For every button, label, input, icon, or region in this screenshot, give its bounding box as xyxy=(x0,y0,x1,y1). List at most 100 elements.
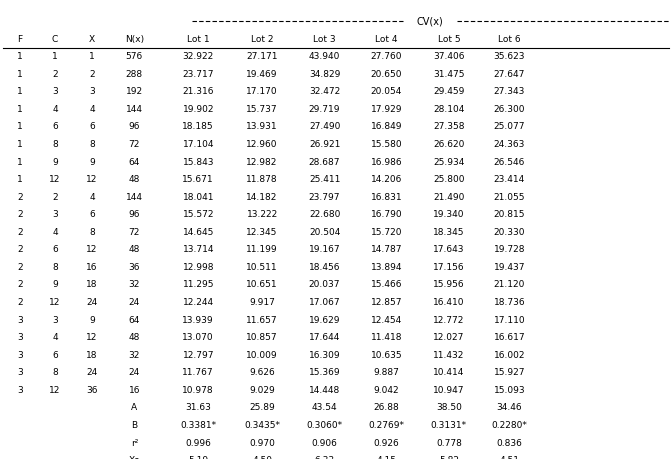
Text: 2: 2 xyxy=(17,263,23,272)
Text: 6: 6 xyxy=(52,351,58,360)
Text: 4.50: 4.50 xyxy=(252,456,272,459)
Text: 35.623: 35.623 xyxy=(494,52,525,61)
Text: 29.719: 29.719 xyxy=(309,105,340,114)
Text: 16.849: 16.849 xyxy=(371,123,402,131)
Text: 19.340: 19.340 xyxy=(433,210,464,219)
Text: 11.199: 11.199 xyxy=(246,246,278,254)
Text: 16.309: 16.309 xyxy=(308,351,341,360)
Text: 20.037: 20.037 xyxy=(309,280,340,290)
Text: 0.970: 0.970 xyxy=(249,439,275,448)
Text: Xo: Xo xyxy=(128,456,140,459)
Text: 34.46: 34.46 xyxy=(497,403,522,413)
Text: 43.54: 43.54 xyxy=(312,403,337,413)
Text: A: A xyxy=(131,403,138,413)
Text: 24: 24 xyxy=(129,298,140,307)
Text: 4.51: 4.51 xyxy=(499,456,519,459)
Text: 26.620: 26.620 xyxy=(433,140,464,149)
Text: 27.490: 27.490 xyxy=(309,123,340,131)
Text: Lot 3: Lot 3 xyxy=(313,34,336,44)
Text: 3: 3 xyxy=(17,351,23,360)
Text: 13.894: 13.894 xyxy=(371,263,402,272)
Text: 38.50: 38.50 xyxy=(436,403,462,413)
Text: 2: 2 xyxy=(17,228,23,237)
Text: 9: 9 xyxy=(89,157,95,167)
Text: 15.720: 15.720 xyxy=(371,228,402,237)
Text: 27.343: 27.343 xyxy=(494,87,525,96)
Text: 9: 9 xyxy=(52,157,58,167)
Text: 2: 2 xyxy=(89,70,95,78)
Text: 48: 48 xyxy=(129,175,140,184)
Text: 0.3381*: 0.3381* xyxy=(180,421,216,430)
Text: 10.635: 10.635 xyxy=(370,351,403,360)
Text: 4: 4 xyxy=(89,105,95,114)
Text: 23.414: 23.414 xyxy=(494,175,525,184)
Text: 6: 6 xyxy=(52,246,58,254)
Text: 13.939: 13.939 xyxy=(182,316,214,325)
Text: 12.027: 12.027 xyxy=(433,333,464,342)
Text: 14.206: 14.206 xyxy=(371,175,402,184)
Text: 18.185: 18.185 xyxy=(182,123,214,131)
Text: 12: 12 xyxy=(87,333,97,342)
Text: 0.996: 0.996 xyxy=(185,439,211,448)
Text: 25.89: 25.89 xyxy=(249,403,275,413)
Text: 1: 1 xyxy=(17,140,23,149)
Text: 16: 16 xyxy=(86,263,98,272)
Text: 16: 16 xyxy=(128,386,140,395)
Text: 22.680: 22.680 xyxy=(309,210,340,219)
Text: 32.472: 32.472 xyxy=(309,87,340,96)
Text: 43.940: 43.940 xyxy=(309,52,340,61)
Text: 32.922: 32.922 xyxy=(183,52,214,61)
Text: 9.042: 9.042 xyxy=(374,386,399,395)
Text: 14.645: 14.645 xyxy=(183,228,214,237)
Text: 18: 18 xyxy=(86,351,98,360)
Text: 4: 4 xyxy=(52,105,58,114)
Text: 26.546: 26.546 xyxy=(494,157,525,167)
Text: 15.671: 15.671 xyxy=(182,175,214,184)
Text: 20.054: 20.054 xyxy=(371,87,402,96)
Text: 8: 8 xyxy=(89,228,95,237)
Text: 13.070: 13.070 xyxy=(182,333,214,342)
Text: 16.790: 16.790 xyxy=(370,210,403,219)
Text: 8: 8 xyxy=(52,140,58,149)
Text: 31.475: 31.475 xyxy=(433,70,464,78)
Text: 3: 3 xyxy=(17,316,23,325)
Text: 20.815: 20.815 xyxy=(494,210,525,219)
Text: 4: 4 xyxy=(89,193,95,202)
Text: 4: 4 xyxy=(52,228,58,237)
Text: 27.171: 27.171 xyxy=(247,52,278,61)
Text: 17.643: 17.643 xyxy=(433,246,464,254)
Text: 15.737: 15.737 xyxy=(246,105,278,114)
Text: X: X xyxy=(89,34,95,44)
Text: 25.411: 25.411 xyxy=(309,175,340,184)
Text: 14.787: 14.787 xyxy=(371,246,402,254)
Text: 15.369: 15.369 xyxy=(308,368,341,377)
Text: 12.454: 12.454 xyxy=(371,316,402,325)
Text: C: C xyxy=(52,34,58,44)
Text: 0.3060*: 0.3060* xyxy=(306,421,343,430)
Text: Lot 5: Lot 5 xyxy=(437,34,460,44)
Text: 21.120: 21.120 xyxy=(494,280,525,290)
Text: 21.055: 21.055 xyxy=(494,193,525,202)
Text: 2: 2 xyxy=(17,280,23,290)
Text: 10.009: 10.009 xyxy=(246,351,278,360)
Text: 0.836: 0.836 xyxy=(497,439,522,448)
Text: 0.3131*: 0.3131* xyxy=(431,421,467,430)
Text: 27.358: 27.358 xyxy=(433,123,464,131)
Text: r²: r² xyxy=(131,439,138,448)
Text: 10.947: 10.947 xyxy=(433,386,464,395)
Text: 1: 1 xyxy=(17,105,23,114)
Text: 16.002: 16.002 xyxy=(494,351,525,360)
Text: 8: 8 xyxy=(52,263,58,272)
Text: 31.63: 31.63 xyxy=(185,403,211,413)
Text: 1: 1 xyxy=(17,175,23,184)
Text: 1: 1 xyxy=(89,52,95,61)
Text: 21.490: 21.490 xyxy=(433,193,464,202)
Text: 2: 2 xyxy=(17,246,23,254)
Text: 18.736: 18.736 xyxy=(493,298,526,307)
Text: 25.077: 25.077 xyxy=(494,123,525,131)
Text: 18.041: 18.041 xyxy=(183,193,214,202)
Text: 5.82: 5.82 xyxy=(439,456,459,459)
Text: 23.717: 23.717 xyxy=(183,70,214,78)
Text: 15.466: 15.466 xyxy=(371,280,402,290)
Text: 20.650: 20.650 xyxy=(371,70,402,78)
